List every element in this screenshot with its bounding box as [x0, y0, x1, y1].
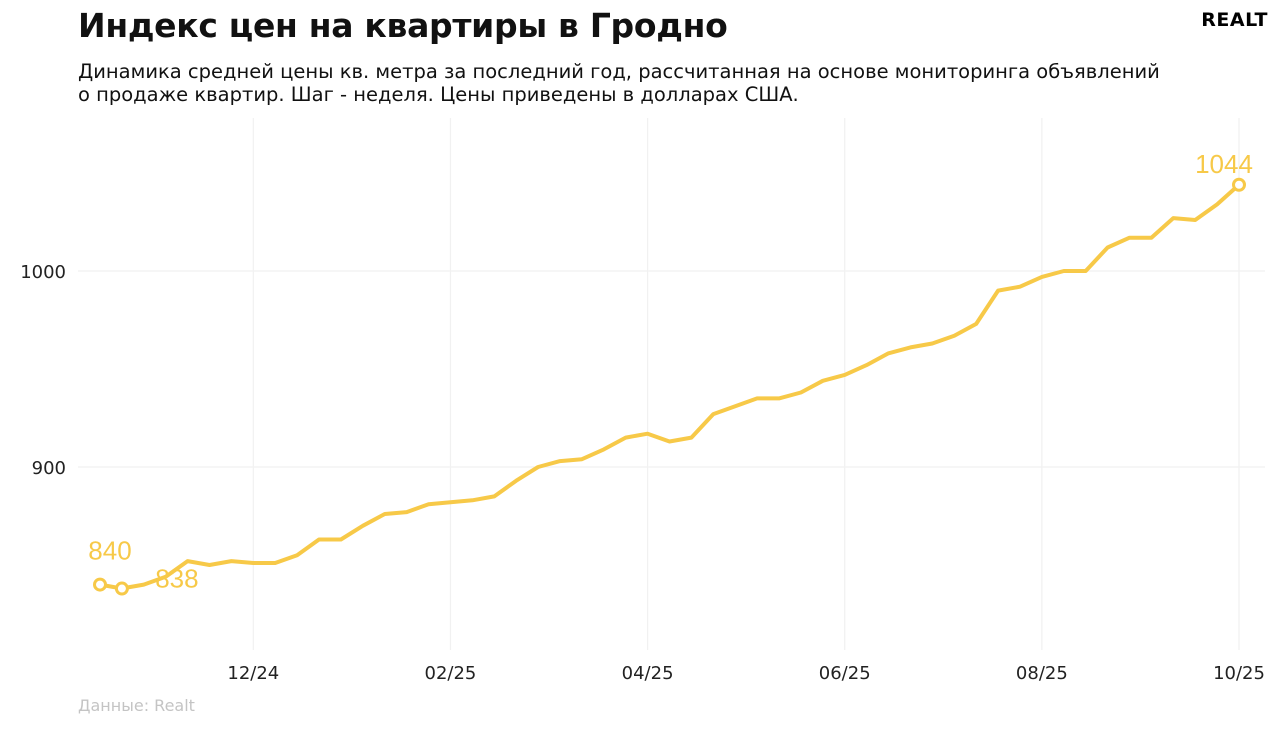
- x-tick-label: 12/24: [227, 663, 279, 684]
- grid-layer: [78, 118, 1265, 650]
- y-tick-label: 1000: [20, 262, 66, 283]
- x-tick-label: 04/25: [622, 663, 674, 684]
- x-tick-label: 02/25: [425, 663, 477, 684]
- data-label: 840: [88, 536, 131, 566]
- data-point-marker: [1232, 177, 1246, 192]
- x-tick-label: 10/25: [1213, 663, 1265, 684]
- chart-title: Индекс цен на квартиры в Гродно: [78, 6, 728, 45]
- chart-subtitle: Динамика средней цены кв. метра за после…: [78, 60, 1160, 106]
- x-tick-label: 06/25: [819, 663, 871, 684]
- series-line: [98, 182, 1241, 591]
- data-point-marker: [114, 581, 129, 596]
- series-layer: 840 838 1044: [88, 149, 1253, 596]
- x-tick-label: 08/25: [1016, 663, 1068, 684]
- axis-labels: 900 1000 12/24 02/25 04/25 06/25 08/25 10/25: [20, 262, 1265, 684]
- y-tick-label: 900: [32, 458, 66, 479]
- data-point-marker: [93, 577, 107, 592]
- data-source: Данные: Realt: [78, 696, 195, 715]
- data-label: 838: [155, 564, 198, 594]
- brand-logo[interactable]: REALT: [1201, 9, 1268, 31]
- data-label: 1044: [1195, 149, 1253, 179]
